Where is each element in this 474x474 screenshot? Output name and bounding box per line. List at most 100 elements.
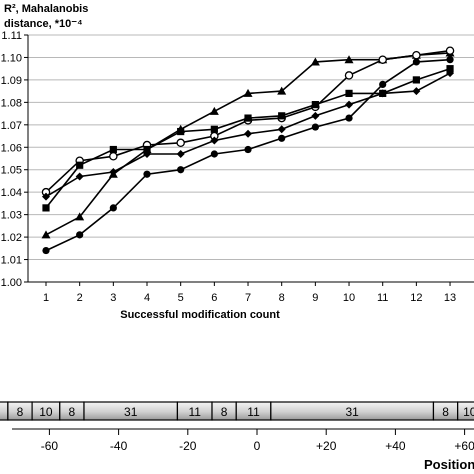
data-point-diamond xyxy=(311,111,320,120)
data-point-square xyxy=(278,112,286,120)
data-point-circle-open xyxy=(109,152,118,161)
x-tick-label: 1 xyxy=(43,292,49,304)
data-point-circle-open xyxy=(176,138,185,148)
data-point-circle-filled xyxy=(177,166,185,174)
data-point-triangle xyxy=(277,86,287,95)
position-ticks: -80-60-40-200+20+40+60 xyxy=(41,429,474,453)
data-point-circle-filled xyxy=(109,204,117,212)
y-tick-label: 1.09 xyxy=(1,75,22,87)
position-tick-label: -20 xyxy=(179,439,197,453)
segment-label: 8 xyxy=(442,405,449,419)
data-point-square xyxy=(109,145,117,154)
y-tick-label: 1.11 xyxy=(1,30,22,42)
data-point-diamond xyxy=(176,150,185,159)
data-point-circle-filled xyxy=(76,231,84,239)
x-tick-label: 4 xyxy=(144,292,150,304)
y-tick-label: 1.02 xyxy=(1,232,22,244)
segment xyxy=(0,401,9,421)
data-point-circle-open xyxy=(445,46,455,55)
data-point-diamond xyxy=(277,125,286,134)
y-tick-label: 1.00 xyxy=(1,277,22,289)
segment-label: 31 xyxy=(124,405,138,419)
x-tick-label: 6 xyxy=(211,292,217,304)
data-point-diamond xyxy=(143,150,152,159)
y-tick-label: 1.03 xyxy=(1,210,22,222)
data-point-triangle xyxy=(75,212,85,221)
data-point-diamond xyxy=(412,87,421,96)
data-point-square xyxy=(210,125,218,133)
x-tick-label: 13 xyxy=(444,292,456,304)
data-point-square xyxy=(311,101,319,109)
x-axis-label: Successful modification count xyxy=(120,309,280,321)
y-tick-label: 1.10 xyxy=(1,52,22,64)
y-tick-label: 1.06 xyxy=(1,142,22,154)
x-tick-label: 9 xyxy=(312,292,318,304)
data-point-diamond xyxy=(244,129,253,138)
y-tick-label: 1.04 xyxy=(1,187,22,199)
data-point-diamond xyxy=(345,100,354,109)
data-point-circle-filled xyxy=(143,170,151,178)
data-point-diamond xyxy=(446,69,455,78)
data-point-square xyxy=(244,114,252,122)
data-point-circle-filled xyxy=(311,123,319,131)
line-chart: 1.00 1.01 1.02 1.03 1.04 1.05 1.06 1.07 1.08 1.09… xyxy=(1,3,474,321)
x-tick-label: 3 xyxy=(110,292,116,304)
segment-label: 10 xyxy=(463,405,474,419)
y-tick-label: 1.07 xyxy=(1,120,22,132)
position-tick-label: +60 xyxy=(454,439,474,453)
data-point-triangle xyxy=(243,88,253,97)
data-point-circle-open xyxy=(412,50,421,60)
data-point-triangle xyxy=(41,230,51,239)
data-point-circle-filled xyxy=(210,150,218,158)
x-tick-label: 10 xyxy=(343,292,355,304)
position-tick-label: +40 xyxy=(385,439,406,453)
segment-bar: 881083111811318108 xyxy=(0,401,474,421)
data-point-diamond xyxy=(210,136,219,145)
series-group xyxy=(41,46,455,255)
position-diagram: 881083111811318108 -80-60-40-200+20+40+6… xyxy=(0,401,474,472)
position-tick-label: -40 xyxy=(110,439,128,453)
segment-label: 11 xyxy=(188,405,201,419)
segment-label: 8 xyxy=(69,405,76,419)
x-tick-label: 2 xyxy=(77,292,83,304)
x-tick-label: 7 xyxy=(245,292,251,304)
data-point-square xyxy=(345,89,353,97)
y-tick-labels: 1.00 1.01 1.02 1.03 1.04 1.05 1.06 1.07 1.08 1.09… xyxy=(1,30,22,289)
data-point-square xyxy=(412,76,420,84)
y-axis-label-line2: distance, *10⁻⁴ xyxy=(4,18,83,30)
data-point-triangle xyxy=(344,55,354,64)
x-tick-label: 12 xyxy=(410,292,422,304)
data-point-circle-filled xyxy=(412,58,420,66)
position-tick-label: +20 xyxy=(316,439,337,453)
data-point-circle-filled xyxy=(278,134,286,142)
data-point-circle-filled xyxy=(244,145,252,154)
segment xyxy=(457,401,474,421)
segment-label: 10 xyxy=(39,405,53,419)
data-point-square xyxy=(446,65,454,73)
y-axis-label-line1: R², Mahalanobis xyxy=(4,3,88,15)
data-point-triangle xyxy=(209,106,219,115)
x-tick-labels: 1 2 3 4 5 6 7 8 9 10 11 12 13 xyxy=(43,292,456,304)
data-point-square xyxy=(177,127,185,136)
data-point-diamond xyxy=(378,89,387,98)
y-tick-label: 1.08 xyxy=(1,97,22,109)
data-point-circle-open xyxy=(344,71,354,80)
x-tick-label: 8 xyxy=(279,292,285,304)
y-tick-label: 1.01 xyxy=(1,255,22,267)
position-tick-label: -60 xyxy=(41,439,59,453)
data-point-circle-filled xyxy=(379,80,387,88)
segment-label: 31 xyxy=(345,405,359,419)
data-point-circle-open xyxy=(378,55,387,64)
data-point-diamond xyxy=(42,192,50,201)
data-point-diamond xyxy=(109,167,118,176)
segment-label: 8 xyxy=(17,405,24,419)
x-tick-label: 11 xyxy=(377,292,388,304)
data-point-square xyxy=(42,204,50,212)
data-point-circle-filled xyxy=(446,56,454,64)
data-point-square xyxy=(76,161,84,169)
segment-label: 8 xyxy=(221,405,228,419)
position-tick-label: 0 xyxy=(254,439,261,453)
data-point-triangle xyxy=(310,57,320,66)
position-axis-label: Position xyxy=(424,457,474,472)
